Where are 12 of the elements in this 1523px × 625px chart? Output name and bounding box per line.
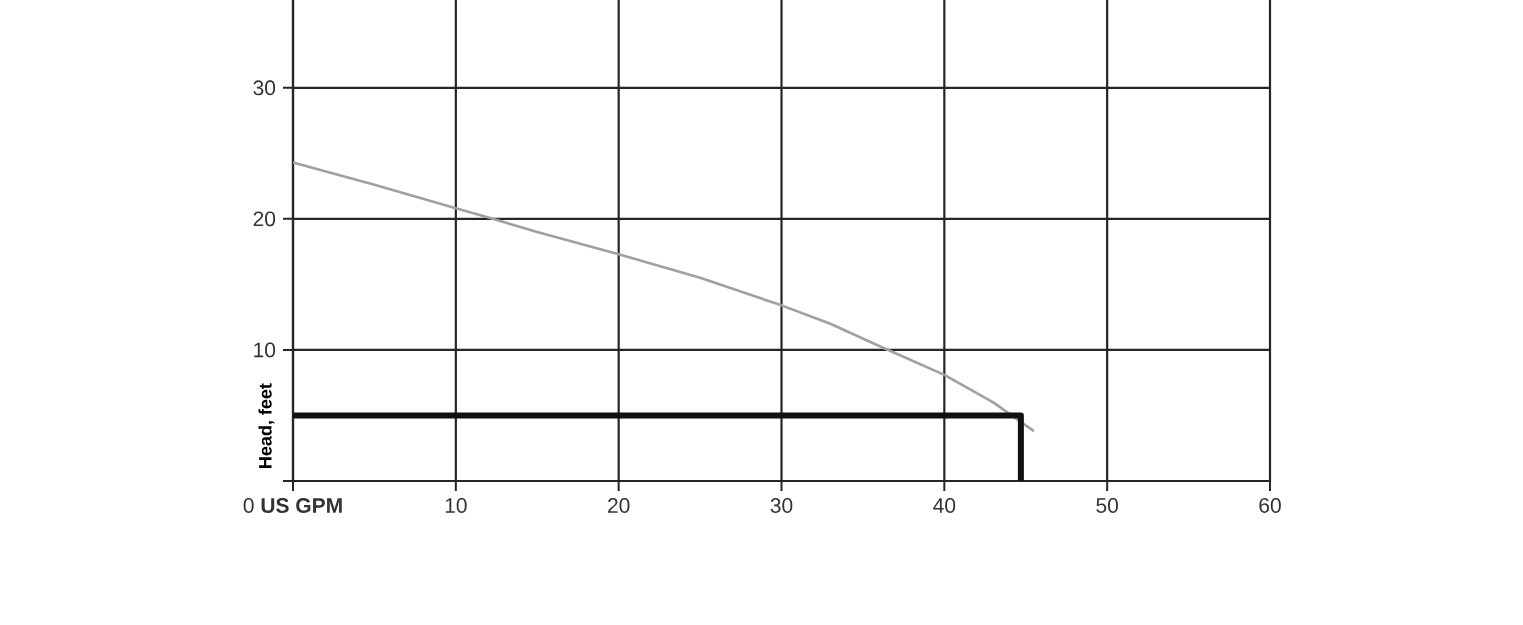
x-tick-label: 20: [608, 498, 630, 513]
x-tick-label: 40: [933, 498, 956, 513]
x-tick-label: 0 US GPM: [243, 498, 342, 513]
line-series: [291, 161, 1036, 433]
y-tick-label: 10: [254, 342, 276, 358]
x-tick-label: 10: [445, 498, 467, 513]
y-tick-label: 20: [253, 211, 276, 227]
x-tick-label: 50: [1096, 498, 1119, 513]
y-axis-title: Head, feet: [258, 383, 275, 468]
x-tick-label: 60: [1259, 498, 1281, 513]
x-tick-label: 30: [770, 498, 793, 513]
y-tick-label: 30: [253, 80, 276, 96]
